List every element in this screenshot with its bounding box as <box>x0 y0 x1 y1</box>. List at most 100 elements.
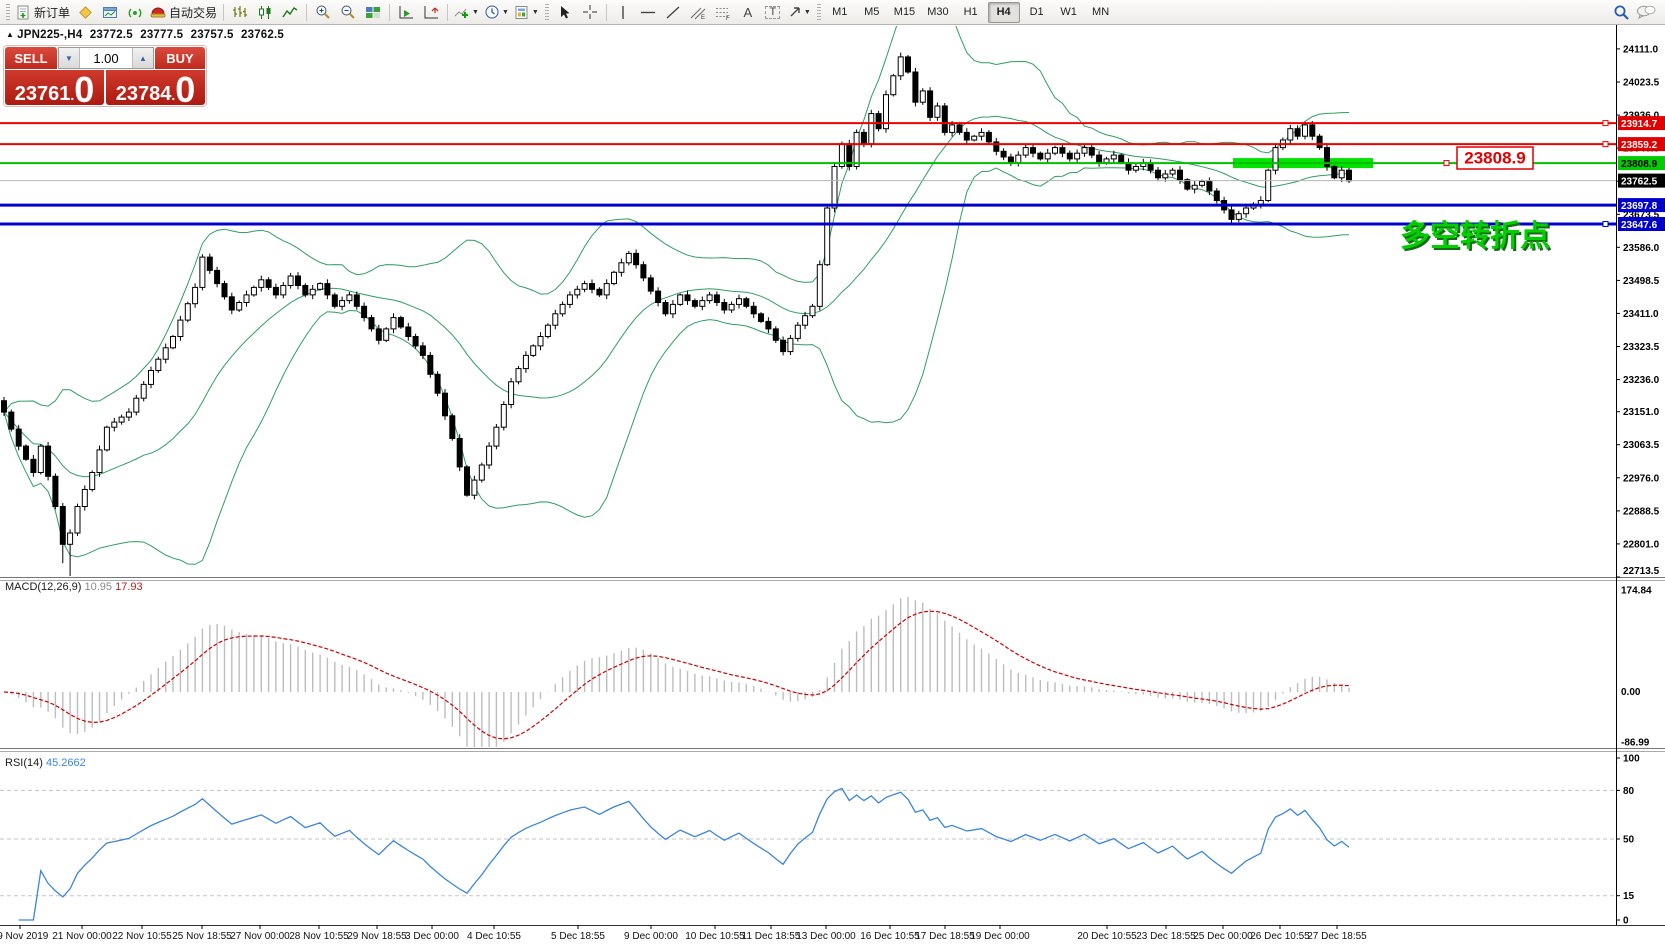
zoom-in-icon <box>316 5 330 19</box>
indicators-button[interactable]: ▼ <box>452 2 481 22</box>
volume-control: ▼ 1.00 ▲ <box>58 47 154 69</box>
metaeditor-button[interactable] <box>73 2 97 22</box>
new-order-button[interactable]: 新订单 <box>14 2 72 22</box>
crosshair-icon <box>582 5 597 19</box>
svg-text:20 Dec 10:55: 20 Dec 10:55 <box>1077 931 1137 942</box>
periods-icon <box>485 5 499 19</box>
svg-text:80: 80 <box>1623 786 1635 797</box>
signals-button[interactable] <box>123 2 147 22</box>
cursor-tool-button[interactable] <box>553 2 577 22</box>
arrows-icon <box>790 7 800 17</box>
volume-decrease-button[interactable]: ▼ <box>59 48 80 68</box>
chat-icon[interactable] <box>1636 4 1656 20</box>
svg-text:23498.5: 23498.5 <box>1623 276 1660 287</box>
equidistant-channel-icon: E <box>690 7 706 20</box>
svg-text:22801.0: 22801.0 <box>1623 539 1660 550</box>
svg-text:22976.0: 22976.0 <box>1623 473 1660 484</box>
text-label-tool-button[interactable]: T <box>761 2 785 22</box>
toolbar-grip[interactable] <box>544 4 549 20</box>
svg-text:E: E <box>701 15 705 20</box>
svg-text:24111.0: 24111.0 <box>1623 44 1658 55</box>
svg-text:50: 50 <box>1623 835 1635 846</box>
toolbar-grip[interactable] <box>816 4 821 20</box>
svg-text:23 Dec 18:55: 23 Dec 18:55 <box>1136 931 1196 942</box>
tab-timeframe-m5[interactable]: M5 <box>864 6 880 18</box>
toolbar-separator <box>447 3 449 21</box>
volume-increase-button[interactable]: ▲ <box>132 48 153 68</box>
tile-windows-button[interactable] <box>361 2 385 22</box>
periods-dropdown-caret[interactable]: ▼ <box>501 8 509 16</box>
indicators-dropdown-caret[interactable]: ▼ <box>472 8 479 16</box>
price-callout-box[interactable] <box>1456 146 1534 170</box>
periods-button[interactable]: ▼ <box>482 2 511 22</box>
zoom-in-button[interactable] <box>311 2 335 22</box>
crosshair-tool-button[interactable] <box>578 2 602 22</box>
vertical-line-tool-button[interactable] <box>611 2 635 22</box>
auto-scroll-button[interactable] <box>394 2 418 22</box>
sell-button[interactable]: SELL <box>5 47 57 69</box>
arrows-tool-button[interactable]: ▼ <box>786 2 813 22</box>
chart-window[interactable]: 24111.024023.523936.023848.523761.023673… <box>0 25 1665 946</box>
line-handle[interactable] <box>1602 221 1609 227</box>
buy-price[interactable]: 23784. 0 <box>106 70 205 107</box>
market-watch-button[interactable] <box>98 2 122 22</box>
chart-shift-button[interactable] <box>419 2 443 22</box>
tab-timeframe-h1[interactable]: H1 <box>963 6 978 18</box>
svg-text:25 Nov 18:55: 25 Nov 18:55 <box>172 931 232 942</box>
toolbar-separator <box>605 3 607 21</box>
tab-timeframe-m15[interactable]: M15 <box>893 6 916 18</box>
svg-text:23762.5: 23762.5 <box>1621 177 1658 188</box>
callout-handle[interactable] <box>1443 160 1450 167</box>
price-chart-canvas[interactable]: 24111.024023.523936.023848.523761.023673… <box>0 25 1665 946</box>
horizontal-line-tool-button[interactable] <box>636 2 660 22</box>
market-watch-icon <box>103 6 118 18</box>
line-handle[interactable] <box>1602 120 1609 127</box>
auto-scroll-icon <box>399 5 414 18</box>
candlestick-chart-button[interactable] <box>253 2 277 22</box>
svg-text:19 Dec 00:00: 19 Dec 00:00 <box>970 931 1030 942</box>
trendline-tool-button[interactable] <box>661 2 685 22</box>
zoom-out-button[interactable] <box>336 2 360 22</box>
fibonacci-tool-button[interactable]: F <box>711 2 735 22</box>
toolbar-grip[interactable] <box>6 4 10 20</box>
tile-windows-icon <box>366 6 381 18</box>
chart-shift-icon <box>424 5 439 18</box>
price-callout-text: 23808.9 <box>1464 149 1525 168</box>
horizontal-price-lines[interactable] <box>0 120 1616 227</box>
trendline-icon <box>666 5 680 19</box>
templates-dropdown-caret[interactable]: ▼ <box>531 8 539 16</box>
new-order-icon <box>17 5 29 19</box>
arrows-dropdown-caret[interactable]: ▼ <box>803 8 811 16</box>
candlestick-chart-icon <box>259 5 271 19</box>
bar-chart-button[interactable] <box>228 2 252 22</box>
svg-text:23697.8: 23697.8 <box>1621 201 1658 212</box>
bar-chart-icon <box>233 5 248 17</box>
templates-button[interactable]: ▼ <box>512 2 541 22</box>
sell-price[interactable]: 23761. 0 <box>5 70 104 107</box>
line-handle[interactable] <box>1602 141 1609 148</box>
svg-text:4 Dec 10:55: 4 Dec 10:55 <box>467 931 521 942</box>
new-order-label: 新订单 <box>34 5 71 20</box>
tab-timeframe-h4[interactable]: H4 <box>987 1 1020 23</box>
svg-text:23236.0: 23236.0 <box>1623 375 1660 386</box>
cursor-icon <box>560 5 570 18</box>
macd-signal-line <box>3 610 1350 740</box>
tab-timeframe-m30[interactable]: M30 <box>927 6 949 18</box>
equidistant-channel-tool-button[interactable]: E <box>686 2 710 22</box>
tab-timeframe-d1[interactable]: D1 <box>1029 6 1044 18</box>
autotrading-button[interactable]: 自动交易 <box>148 2 219 22</box>
text-tool-button[interactable]: A <box>736 2 760 22</box>
svg-text:28 Nov 10:55: 28 Nov 10:55 <box>289 931 349 942</box>
svg-text:21 Nov 00:00: 21 Nov 00:00 <box>52 931 112 942</box>
line-chart-button[interactable] <box>278 2 302 22</box>
sell-price-main: 23761 <box>14 83 71 105</box>
tab-timeframe-w1[interactable]: W1 <box>1060 6 1077 18</box>
buy-button[interactable]: BUY <box>155 47 205 69</box>
tab-timeframe-m1[interactable]: M1 <box>832 6 848 18</box>
symbol-info-line: ▲ JPN225-,H4 23772.5 23777.5 23757.5 2376… <box>6 29 288 41</box>
volume-field[interactable]: 1.00 <box>93 50 119 66</box>
tab-timeframe-mn[interactable]: MN <box>1092 6 1110 18</box>
text-label-icon: T <box>765 5 781 19</box>
search-icon[interactable] <box>1613 4 1630 21</box>
